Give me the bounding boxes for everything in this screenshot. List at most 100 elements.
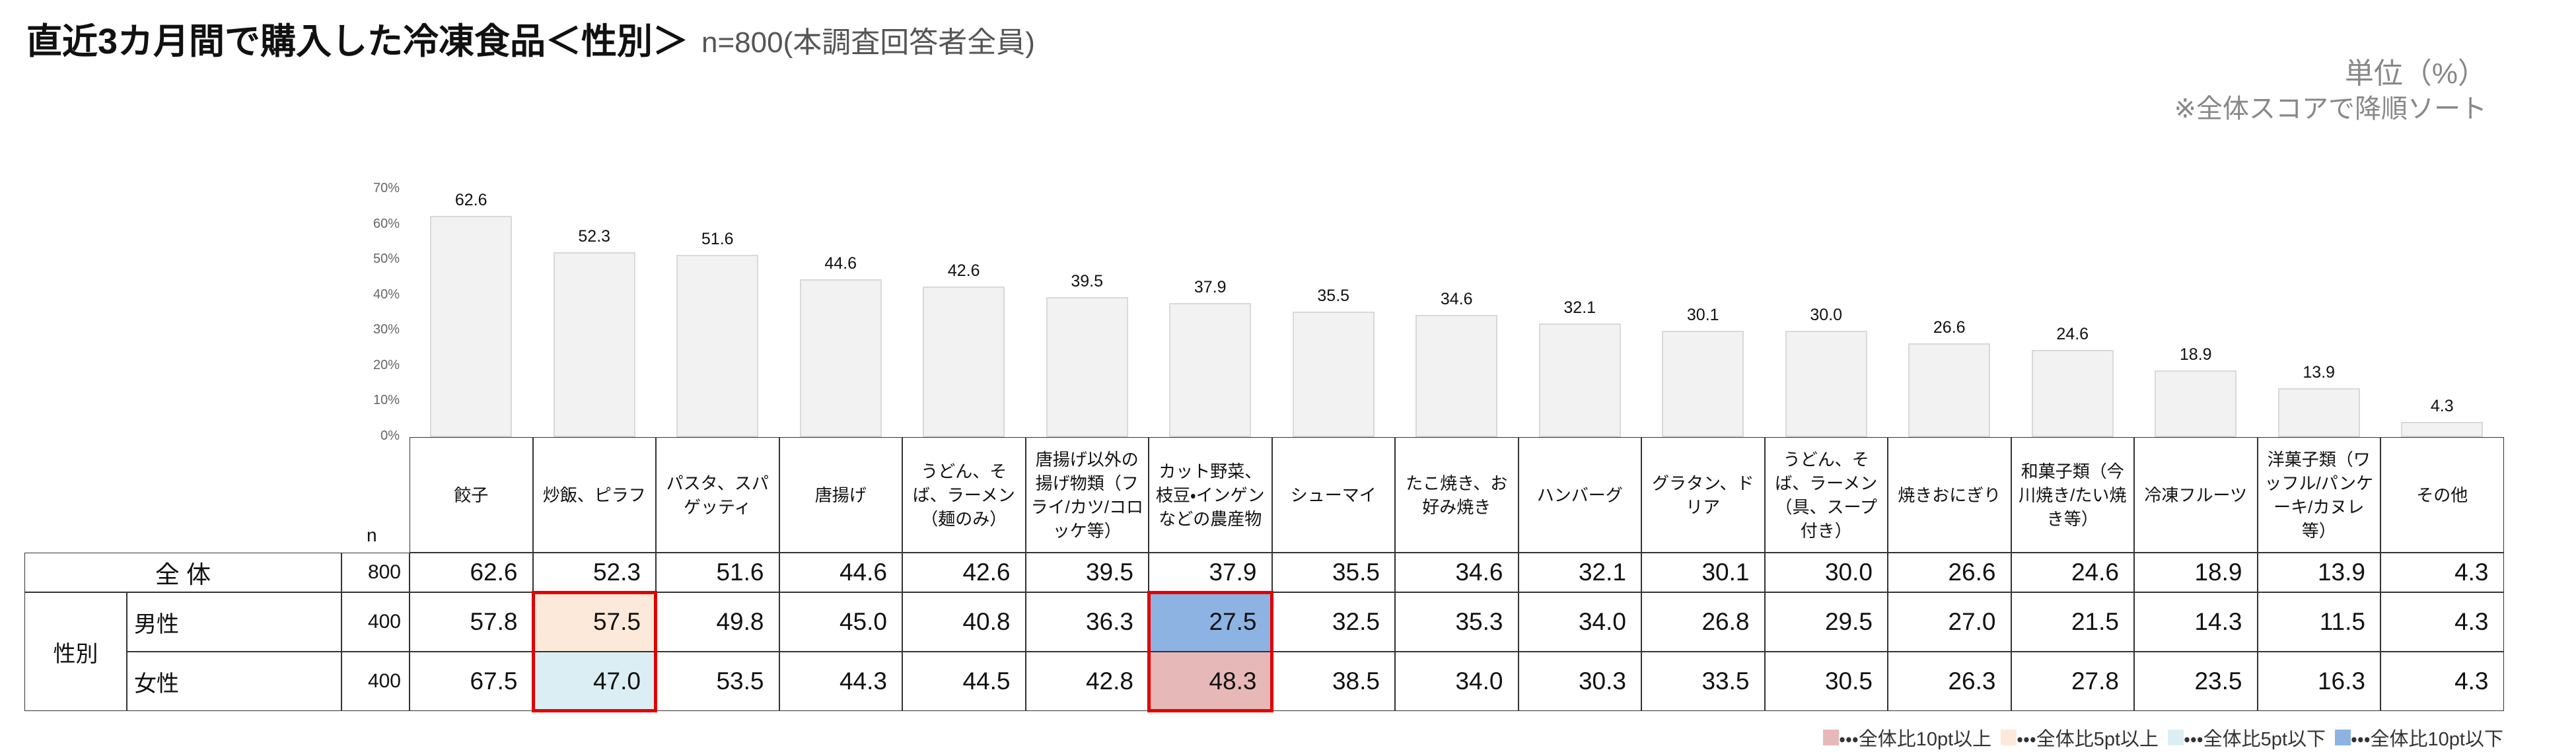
total-cell: 4.3 <box>2380 553 2504 592</box>
total-cell: 24.6 <box>2011 553 2134 592</box>
bar-value-label: 32.1 <box>1563 298 1596 318</box>
table-cell: 44.5 <box>902 652 1026 711</box>
bar <box>799 279 882 437</box>
category-header: グラタン、ドリア <box>1641 437 1765 553</box>
category-header: カット野菜、枝豆・インゲンなどの農産物 <box>1149 437 1272 553</box>
y-tick-label: 10% <box>373 393 400 408</box>
bar <box>1908 343 1991 437</box>
table-cell: 49.8 <box>656 592 779 652</box>
total-cell: 51.6 <box>656 553 779 592</box>
bar <box>923 286 1005 437</box>
legend-swatch <box>2001 730 2017 745</box>
bar <box>1169 302 1252 437</box>
total-cell: 13.9 <box>2257 553 2380 592</box>
sort-note: ※全体スコアで降順ソート <box>2174 94 2487 123</box>
legend-label: ・・・全体比10pt以上 <box>1839 729 1992 750</box>
table-cell: 30.5 <box>1764 652 1888 711</box>
legend-item: ・・・全体比5pt以下 <box>2168 724 2326 751</box>
table-cell: 23.5 <box>2134 652 2258 711</box>
table-cell: 32.5 <box>1271 592 1395 652</box>
row-n: 400 <box>341 652 410 711</box>
total-cell: 18.9 <box>2134 553 2258 592</box>
table-cell: 40.8 <box>902 592 1026 652</box>
total-cell: 39.5 <box>1025 553 1149 592</box>
bar <box>2401 421 2484 437</box>
bar <box>1046 297 1128 437</box>
legend-item: ・・・全体比10pt以下 <box>2334 724 2503 751</box>
row-label: 女性 <box>127 652 341 711</box>
category-header: 唐揚げ <box>779 437 902 553</box>
category-header: ハンバーグ <box>1518 437 1641 553</box>
total-n: 800 <box>341 553 410 592</box>
bar-value-label: 62.6 <box>454 190 487 209</box>
table-cell: 29.5 <box>1764 592 1888 652</box>
bar-value-label: 39.5 <box>1071 272 1104 291</box>
total-cell: 34.6 <box>1395 553 1519 592</box>
table-cell: 57.8 <box>410 592 533 652</box>
unit-label: 単位（%） <box>2344 57 2487 90</box>
highlight-frame <box>1147 591 1273 712</box>
table-cell: 26.3 <box>1888 652 2011 711</box>
bar <box>430 215 513 437</box>
group-label: 性別 <box>24 592 127 711</box>
total-cell: 52.3 <box>532 553 656 592</box>
legend-swatch <box>2168 730 2184 745</box>
category-header: 洋菓子類（ワッフル/パンケーキ/カヌレ等） <box>2257 437 2380 553</box>
bar <box>1785 331 1867 437</box>
bar <box>676 254 759 437</box>
bar <box>2031 350 2114 437</box>
y-tick-label: 20% <box>373 357 400 372</box>
bar-value-label: 24.6 <box>2056 325 2089 344</box>
table-cell: 53.5 <box>656 652 779 711</box>
total-cell: 30.0 <box>1764 553 1888 592</box>
legend: ・・・全体比10pt以上 ・・・全体比5pt以上 ・・・全体比5pt以下 ・・・全体比… <box>1823 724 2503 751</box>
highlight-frame <box>531 591 657 712</box>
legend-item: ・・・全体比5pt以上 <box>2001 724 2159 751</box>
legend-swatch <box>1823 730 1840 745</box>
total-cell: 26.6 <box>1888 553 2011 592</box>
bar <box>1662 330 1744 437</box>
table-cell: 30.3 <box>1518 652 1641 711</box>
table-cell: 45.0 <box>779 592 902 652</box>
total-cell: 62.6 <box>410 553 533 592</box>
table-cell: 4.3 <box>2380 652 2504 711</box>
category-header: シューマイ <box>1271 437 1395 553</box>
total-cell: 32.1 <box>1518 553 1641 592</box>
bar-value-label: 18.9 <box>2179 345 2212 364</box>
table-cell: 16.3 <box>2257 652 2380 711</box>
table-cell: 42.8 <box>1025 652 1149 711</box>
table-cell: 44.3 <box>779 652 902 711</box>
bar-value-label: 34.6 <box>1440 289 1473 308</box>
category-header: たこ焼き、お好み焼き <box>1395 437 1519 553</box>
legend-label: ・・・全体比5pt以上 <box>2017 729 2159 750</box>
legend-label: ・・・全体比5pt以下 <box>2184 729 2326 750</box>
y-tick-label: 0% <box>380 428 400 443</box>
category-header: うどん、そば、ラーメン（具、スープ付き） <box>1764 437 1888 553</box>
row-label: 男性 <box>127 592 341 652</box>
bar-value-label: 51.6 <box>701 229 734 248</box>
bar <box>553 252 635 437</box>
table-cell: 36.3 <box>1025 592 1149 652</box>
total-cell: 37.9 <box>1149 553 1272 592</box>
category-header: その他 <box>2380 437 2504 553</box>
table-cell: 34.0 <box>1518 592 1641 652</box>
row-n: 400 <box>341 592 410 652</box>
y-tick-label: 30% <box>373 322 400 337</box>
bar-value-label: 26.6 <box>1933 318 1966 337</box>
bar <box>1415 314 1498 437</box>
table-cell: 26.8 <box>1641 592 1765 652</box>
bar-value-label: 52.3 <box>578 226 611 246</box>
category-header: 和菓子類（今川焼き/たい焼き等） <box>2011 437 2134 553</box>
y-tick-label: 40% <box>373 287 400 302</box>
bar <box>1292 311 1375 437</box>
table-cell: 27.0 <box>1888 592 2011 652</box>
total-cell: 30.1 <box>1641 553 1765 592</box>
bar <box>2155 370 2237 437</box>
table-cell: 21.5 <box>2011 592 2134 652</box>
category-header: うどん、そば、ラーメン（麺のみ） <box>902 437 1026 553</box>
total-cell: 42.6 <box>902 553 1026 592</box>
y-tick-label: 70% <box>373 181 400 195</box>
chart-title: 直近3カ月間で購入した冷凍食品＜性別＞ <box>26 22 689 61</box>
category-header: 焼きおにぎり <box>1888 437 2011 553</box>
